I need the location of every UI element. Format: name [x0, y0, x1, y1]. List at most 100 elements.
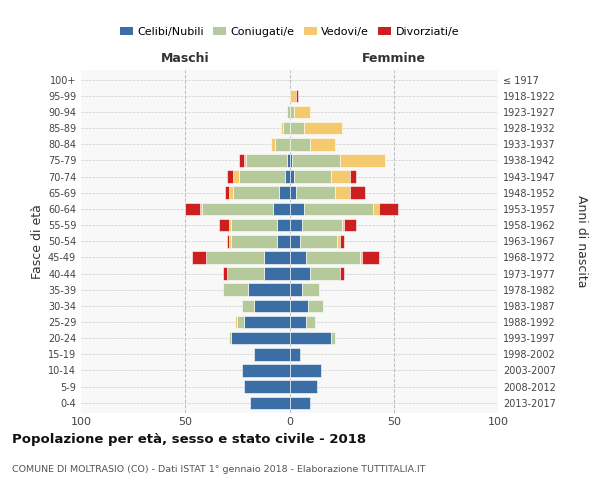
Bar — [292, 154, 340, 167]
Bar — [271, 138, 275, 150]
Bar — [250, 396, 290, 409]
Bar — [227, 235, 229, 248]
Bar — [290, 380, 317, 393]
Bar — [239, 170, 286, 183]
Bar — [229, 186, 233, 199]
Text: COMUNE DI MOLTRASIO (CO) - Dati ISTAT 1° gennaio 2018 - Elaborazione TUTTITALIA.: COMUNE DI MOLTRASIO (CO) - Dati ISTAT 1°… — [12, 466, 425, 474]
Bar — [229, 332, 231, 344]
Y-axis label: Fasce di età: Fasce di età — [31, 204, 44, 279]
Bar — [225, 186, 229, 199]
Bar — [379, 202, 398, 215]
Y-axis label: Anni di nascita: Anni di nascita — [575, 195, 588, 288]
Bar — [290, 154, 292, 167]
Bar — [344, 219, 356, 232]
Bar — [296, 186, 335, 199]
Bar — [310, 138, 335, 150]
Bar — [283, 122, 290, 134]
Bar — [340, 235, 344, 248]
Bar — [350, 186, 365, 199]
Bar — [308, 300, 323, 312]
Bar — [254, 348, 290, 360]
Bar — [235, 316, 238, 328]
Bar — [290, 251, 306, 264]
Bar — [290, 268, 310, 280]
Bar — [231, 235, 277, 248]
Bar — [310, 268, 340, 280]
Bar — [223, 268, 227, 280]
Bar — [290, 202, 304, 215]
Bar — [290, 219, 302, 232]
Bar — [233, 170, 239, 183]
Bar — [233, 186, 279, 199]
Bar — [331, 332, 335, 344]
Bar — [202, 202, 273, 215]
Bar — [218, 219, 229, 232]
Bar — [277, 235, 290, 248]
Legend: Celibi/Nubili, Coniugati/e, Vedovi/e, Divorziati/e: Celibi/Nubili, Coniugati/e, Vedovi/e, Di… — [115, 22, 464, 42]
Bar — [244, 316, 290, 328]
Bar — [290, 90, 296, 102]
Bar — [340, 154, 385, 167]
Bar — [229, 219, 231, 232]
Bar — [265, 251, 290, 264]
Bar — [185, 202, 200, 215]
Bar — [350, 170, 356, 183]
Bar — [293, 106, 310, 118]
Bar — [335, 186, 350, 199]
Bar — [341, 219, 344, 232]
Bar — [229, 235, 231, 248]
Bar — [331, 170, 350, 183]
Bar — [362, 251, 379, 264]
Bar — [191, 251, 206, 264]
Bar — [290, 316, 306, 328]
Bar — [290, 122, 304, 134]
Bar — [290, 138, 310, 150]
Bar — [200, 202, 202, 215]
Bar — [302, 219, 341, 232]
Bar — [340, 268, 344, 280]
Bar — [290, 170, 293, 183]
Bar — [290, 364, 321, 377]
Bar — [290, 396, 310, 409]
Bar — [223, 284, 248, 296]
Bar — [244, 154, 246, 167]
Bar — [296, 90, 298, 102]
Bar — [242, 364, 290, 377]
Bar — [290, 332, 331, 344]
Bar — [242, 300, 254, 312]
Bar — [290, 106, 293, 118]
Bar — [206, 251, 265, 264]
Bar — [231, 219, 277, 232]
Bar — [304, 202, 373, 215]
Bar — [361, 251, 362, 264]
Text: Maschi: Maschi — [161, 52, 209, 65]
Bar — [293, 170, 331, 183]
Bar — [302, 284, 319, 296]
Bar — [306, 316, 314, 328]
Bar — [238, 316, 244, 328]
Bar — [231, 332, 290, 344]
Bar — [273, 202, 290, 215]
Text: Popolazione per età, sesso e stato civile - 2018: Popolazione per età, sesso e stato civil… — [12, 432, 366, 446]
Bar — [290, 300, 308, 312]
Bar — [290, 235, 300, 248]
Bar — [287, 106, 290, 118]
Bar — [254, 300, 290, 312]
Text: Femmine: Femmine — [362, 52, 426, 65]
Bar — [287, 154, 290, 167]
Bar — [300, 235, 337, 248]
Bar — [279, 186, 290, 199]
Bar — [290, 186, 296, 199]
Bar — [281, 122, 283, 134]
Bar — [227, 170, 233, 183]
Bar — [239, 154, 244, 167]
Bar — [227, 268, 265, 280]
Bar — [290, 348, 300, 360]
Bar — [306, 251, 361, 264]
Bar — [277, 219, 290, 232]
Bar — [373, 202, 379, 215]
Bar — [246, 154, 287, 167]
Bar — [248, 284, 290, 296]
Bar — [275, 138, 290, 150]
Bar — [286, 170, 290, 183]
